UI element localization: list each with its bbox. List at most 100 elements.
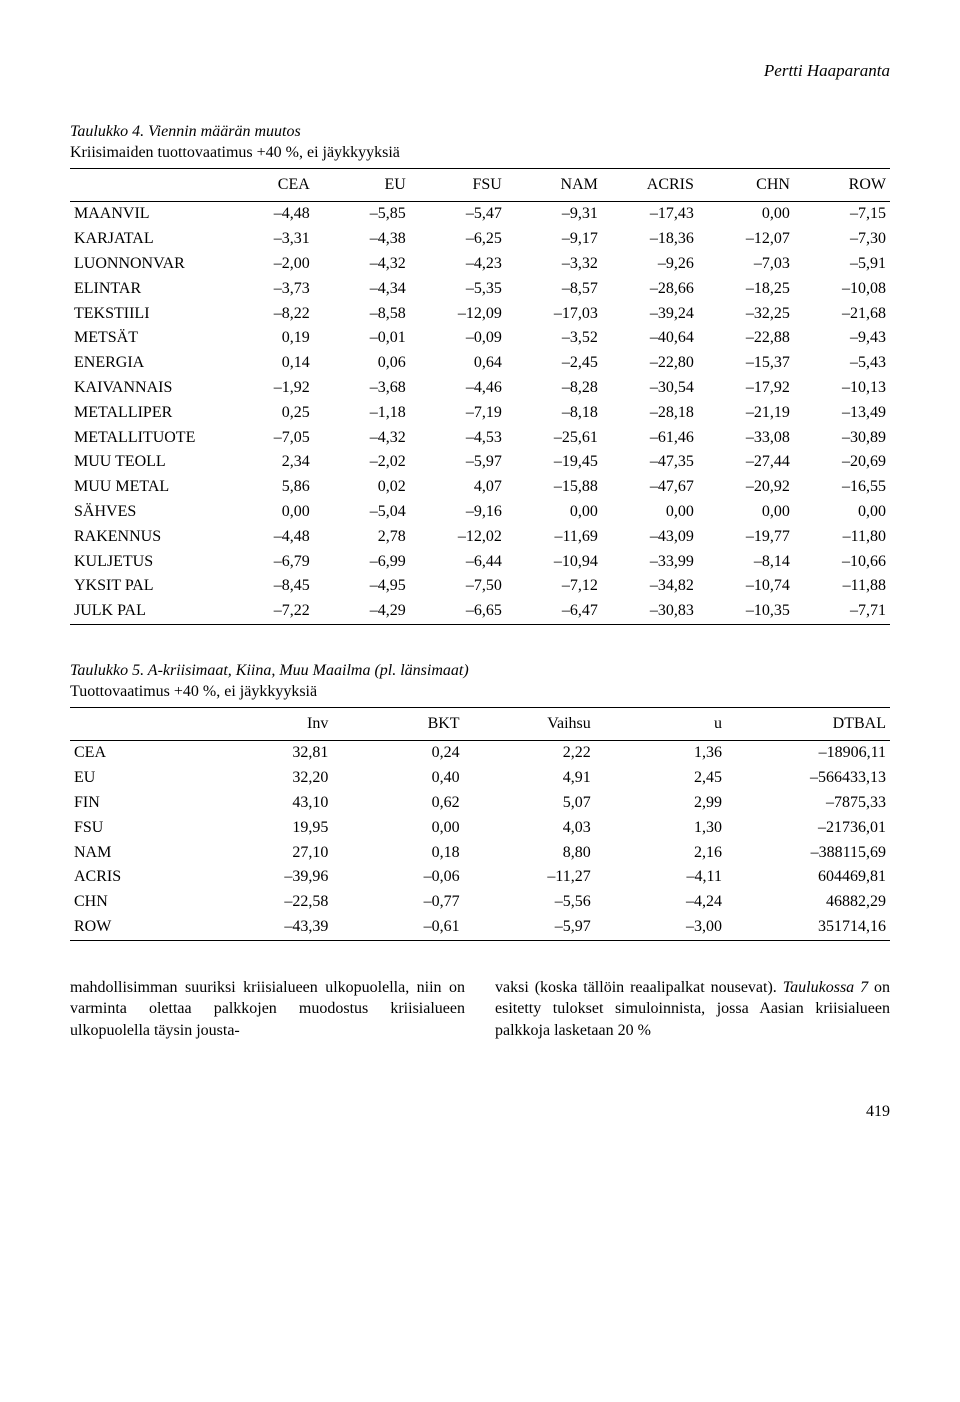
table4-cell: –33,99 xyxy=(602,550,698,575)
table4-cell: –9,43 xyxy=(794,326,890,351)
table5-cell: –566433,13 xyxy=(726,766,890,791)
table5-cell: 0,40 xyxy=(332,766,463,791)
table4-cell: –11,69 xyxy=(506,525,602,550)
table4-cell: 0,00 xyxy=(218,500,314,525)
table4-cell: –17,03 xyxy=(506,302,602,327)
table4-cell: –12,09 xyxy=(410,302,506,327)
body-right-a: vaksi (koska tällöin reaalipalkat nousev… xyxy=(495,979,783,996)
table4-cell: –1,18 xyxy=(314,401,410,426)
table4-header-row: CEAEUFSUNAMACRISCHNROW xyxy=(70,168,890,202)
table4-cell: –13,49 xyxy=(794,401,890,426)
table4-cell: –12,07 xyxy=(698,227,794,252)
table4-cell: –9,16 xyxy=(410,500,506,525)
table4-cell: –40,64 xyxy=(602,326,698,351)
table5-cell: 19,95 xyxy=(201,816,332,841)
table4-cell: 0,14 xyxy=(218,351,314,376)
table5-cell: –388115,69 xyxy=(726,841,890,866)
table4-cell: –3,68 xyxy=(314,376,410,401)
table4-cell: –10,66 xyxy=(794,550,890,575)
table4-cell: –4,29 xyxy=(314,599,410,624)
table4-cell: LUONNONVAR xyxy=(70,252,218,277)
table5-cell: 2,45 xyxy=(595,766,726,791)
table5-cell: 351714,16 xyxy=(726,915,890,940)
table4-cell: –27,44 xyxy=(698,450,794,475)
table5-cell: CEA xyxy=(70,741,201,766)
table4-cell: 0,19 xyxy=(218,326,314,351)
table-row: LUONNONVAR–2,00–4,32–4,23–3,32–9,26–7,03… xyxy=(70,252,890,277)
table-row: ELINTAR–3,73–4,34–5,35–8,57–28,66–18,25–… xyxy=(70,277,890,302)
table5-cell: –22,58 xyxy=(201,890,332,915)
table5-cell: 43,10 xyxy=(201,791,332,816)
table4-cell: –6,25 xyxy=(410,227,506,252)
table5-cell: –5,97 xyxy=(464,915,595,940)
table5-cell: 0,18 xyxy=(332,841,463,866)
table5-cell: FIN xyxy=(70,791,201,816)
table4-cell: –21,19 xyxy=(698,401,794,426)
table5-cell: 32,20 xyxy=(201,766,332,791)
table4-cell: 0,00 xyxy=(602,500,698,525)
table-row: METSÄT0,19–0,01–0,09–3,52–40,64–22,88–9,… xyxy=(70,326,890,351)
table5-col-0 xyxy=(70,707,201,741)
table4-cell: –15,37 xyxy=(698,351,794,376)
table4-cell: –7,15 xyxy=(794,202,890,227)
table4-cell: –15,88 xyxy=(506,475,602,500)
table4-cell: –4,23 xyxy=(410,252,506,277)
table4-cell: –61,46 xyxy=(602,426,698,451)
table4-cell: –22,80 xyxy=(602,351,698,376)
table4-cell: METALLITUOTE xyxy=(70,426,218,451)
table4-cell: –30,89 xyxy=(794,426,890,451)
table4-cell: 0,25 xyxy=(218,401,314,426)
table-row: RAKENNUS–4,482,78–12,02–11,69–43,09–19,7… xyxy=(70,525,890,550)
table4-cell: SÄHVES xyxy=(70,500,218,525)
table5-cell: –18906,11 xyxy=(726,741,890,766)
table4-col-0 xyxy=(70,168,218,202)
table5-cell: –0,06 xyxy=(332,865,463,890)
table4-cell: KAIVANNAIS xyxy=(70,376,218,401)
table5-header-row: InvBKTVaihsuuDTBAL xyxy=(70,707,890,741)
table4-cell: –3,31 xyxy=(218,227,314,252)
table4-cell: 5,86 xyxy=(218,475,314,500)
table4-cell: 0,00 xyxy=(698,500,794,525)
table4-cell: MUU TEOLL xyxy=(70,450,218,475)
table4-cell: –8,28 xyxy=(506,376,602,401)
table4-cell: MUU METAL xyxy=(70,475,218,500)
table5-caption-sub: Tuottovaatimus +40 %, ei jäykkyyksiä xyxy=(70,683,317,700)
table4-cell: –3,52 xyxy=(506,326,602,351)
table5-cell: 1,36 xyxy=(595,741,726,766)
table4-cell: –47,35 xyxy=(602,450,698,475)
table4-cell: –4,48 xyxy=(218,202,314,227)
table4-cell: –8,22 xyxy=(218,302,314,327)
body-col-right: vaksi (koska tällöin reaalipalkat nousev… xyxy=(495,977,890,1042)
table4-cell: –32,25 xyxy=(698,302,794,327)
table5-cell: –0,77 xyxy=(332,890,463,915)
table4-cell: –6,44 xyxy=(410,550,506,575)
table4-caption-label: Taulukko 4. Viennin määrän muutos xyxy=(70,123,301,140)
table4-cell: –30,54 xyxy=(602,376,698,401)
table5-cell: 2,99 xyxy=(595,791,726,816)
body-right-b: Taulukossa 7 xyxy=(783,979,868,996)
table-row: NAM27,100,188,802,16–388115,69 xyxy=(70,841,890,866)
table4-cell: –10,08 xyxy=(794,277,890,302)
table4-cell: –7,12 xyxy=(506,574,602,599)
table5-cell: –4,11 xyxy=(595,865,726,890)
table4-cell: –4,95 xyxy=(314,574,410,599)
table4-cell: –10,13 xyxy=(794,376,890,401)
table4-cell: –11,88 xyxy=(794,574,890,599)
table4-cell: –9,31 xyxy=(506,202,602,227)
table4-cell: –3,73 xyxy=(218,277,314,302)
table4-cell: –4,53 xyxy=(410,426,506,451)
table5-cell: –0,61 xyxy=(332,915,463,940)
table4-cell: –7,50 xyxy=(410,574,506,599)
table-row: TEKSTIILI–8,22–8,58–12,09–17,03–39,24–32… xyxy=(70,302,890,327)
table4-cell: TEKSTIILI xyxy=(70,302,218,327)
table-row: CEA32,810,242,221,36–18906,11 xyxy=(70,741,890,766)
table4-caption: Taulukko 4. Viennin määrän muutos Kriisi… xyxy=(70,122,890,164)
table4-cell: MAANVIL xyxy=(70,202,218,227)
table4-cell: –4,32 xyxy=(314,252,410,277)
table4-cell: –12,02 xyxy=(410,525,506,550)
table5-cell: 0,24 xyxy=(332,741,463,766)
table5-caption-label: Taulukko 5. A-kriisimaat, Kiina, Muu Maa… xyxy=(70,662,469,679)
table5-cell: 1,30 xyxy=(595,816,726,841)
table5-body: CEA32,810,242,221,36–18906,11EU32,200,40… xyxy=(70,741,890,940)
page-number: 419 xyxy=(70,1102,890,1123)
